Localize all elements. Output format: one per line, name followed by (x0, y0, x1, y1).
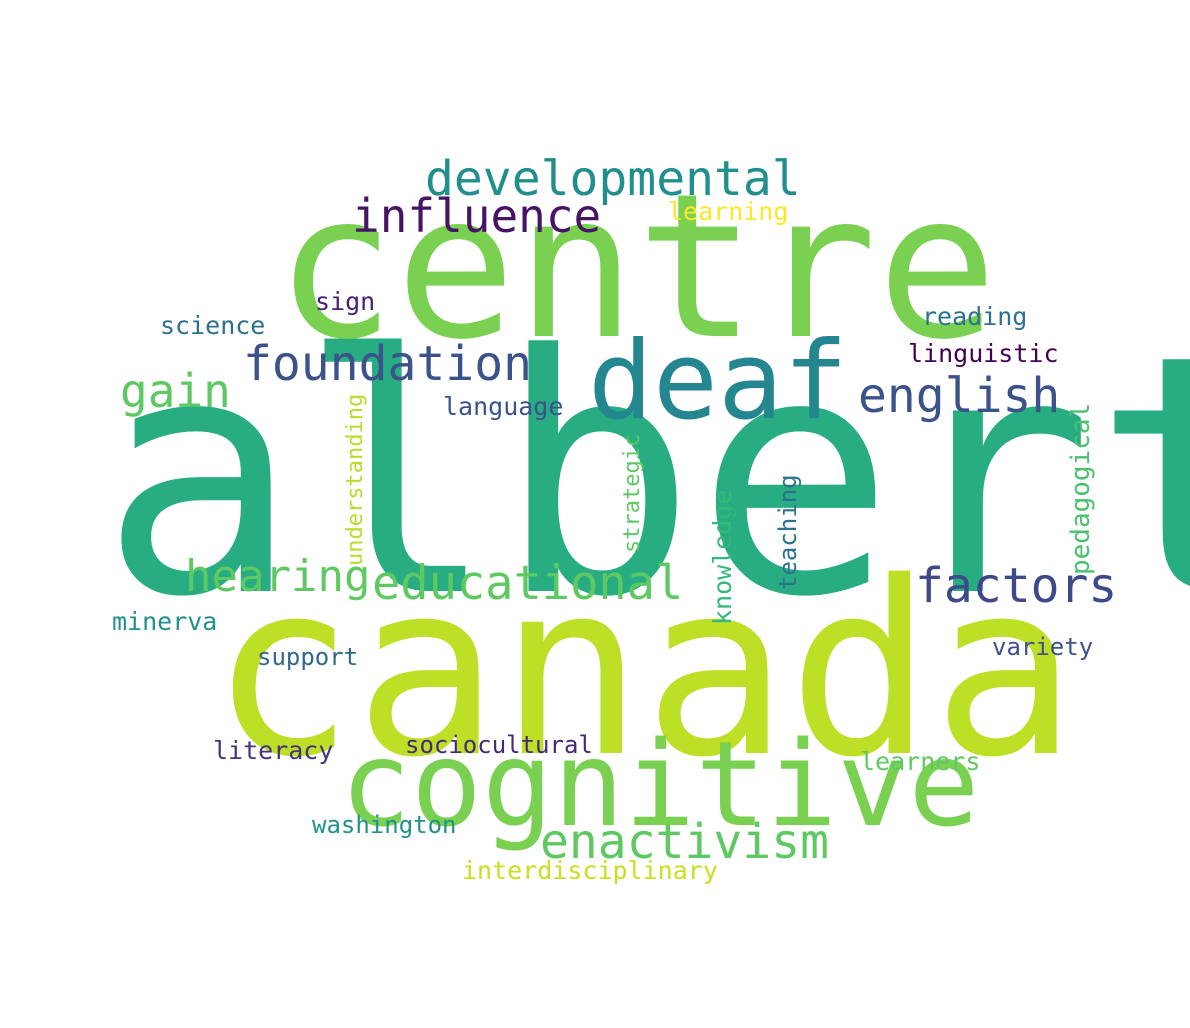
word-influence: influence (352, 189, 602, 243)
word-pedagogical: pedagogical (1066, 402, 1096, 575)
word-washington: washington (312, 811, 457, 839)
word-developmental: developmental (425, 151, 801, 207)
word-english: english (858, 368, 1061, 424)
word-hearing: hearing (185, 551, 371, 602)
word-gain: gain (120, 364, 231, 418)
word-interdisciplinary: interdisciplinary (462, 856, 718, 885)
word-literacy: literacy (213, 736, 334, 765)
word-minerva: minerva (112, 607, 218, 636)
word-knowledge: knowledge (708, 489, 737, 625)
word-understanding: understanding (343, 393, 368, 566)
word-foundation: foundation (243, 336, 532, 392)
word-language: language (443, 392, 564, 421)
word-cognitive: cognitive (340, 715, 980, 853)
word-reading: reading (922, 302, 1028, 331)
word-teaching: teaching (774, 474, 802, 590)
word-deaf: deaf (588, 319, 849, 444)
word-variety: variety (992, 633, 1094, 661)
word-factors: factors (915, 558, 1118, 614)
word-enactivism: enactivism (540, 814, 829, 870)
word-strategic: strategic (620, 433, 645, 553)
word-support: support (257, 643, 359, 671)
word-educational: educational (372, 556, 684, 611)
word-centre: centre (275, 151, 998, 384)
word-learners: learners (860, 747, 981, 776)
word-science: science (160, 311, 266, 340)
word-alberta: alberta (100, 285, 1190, 669)
word-canada: canada (210, 530, 1077, 810)
word-sign: sign (315, 287, 376, 316)
word-sociocultural: sociocultural (405, 731, 593, 759)
word-linguistic: linguistic (908, 339, 1059, 368)
word-learning: learning (668, 197, 789, 226)
